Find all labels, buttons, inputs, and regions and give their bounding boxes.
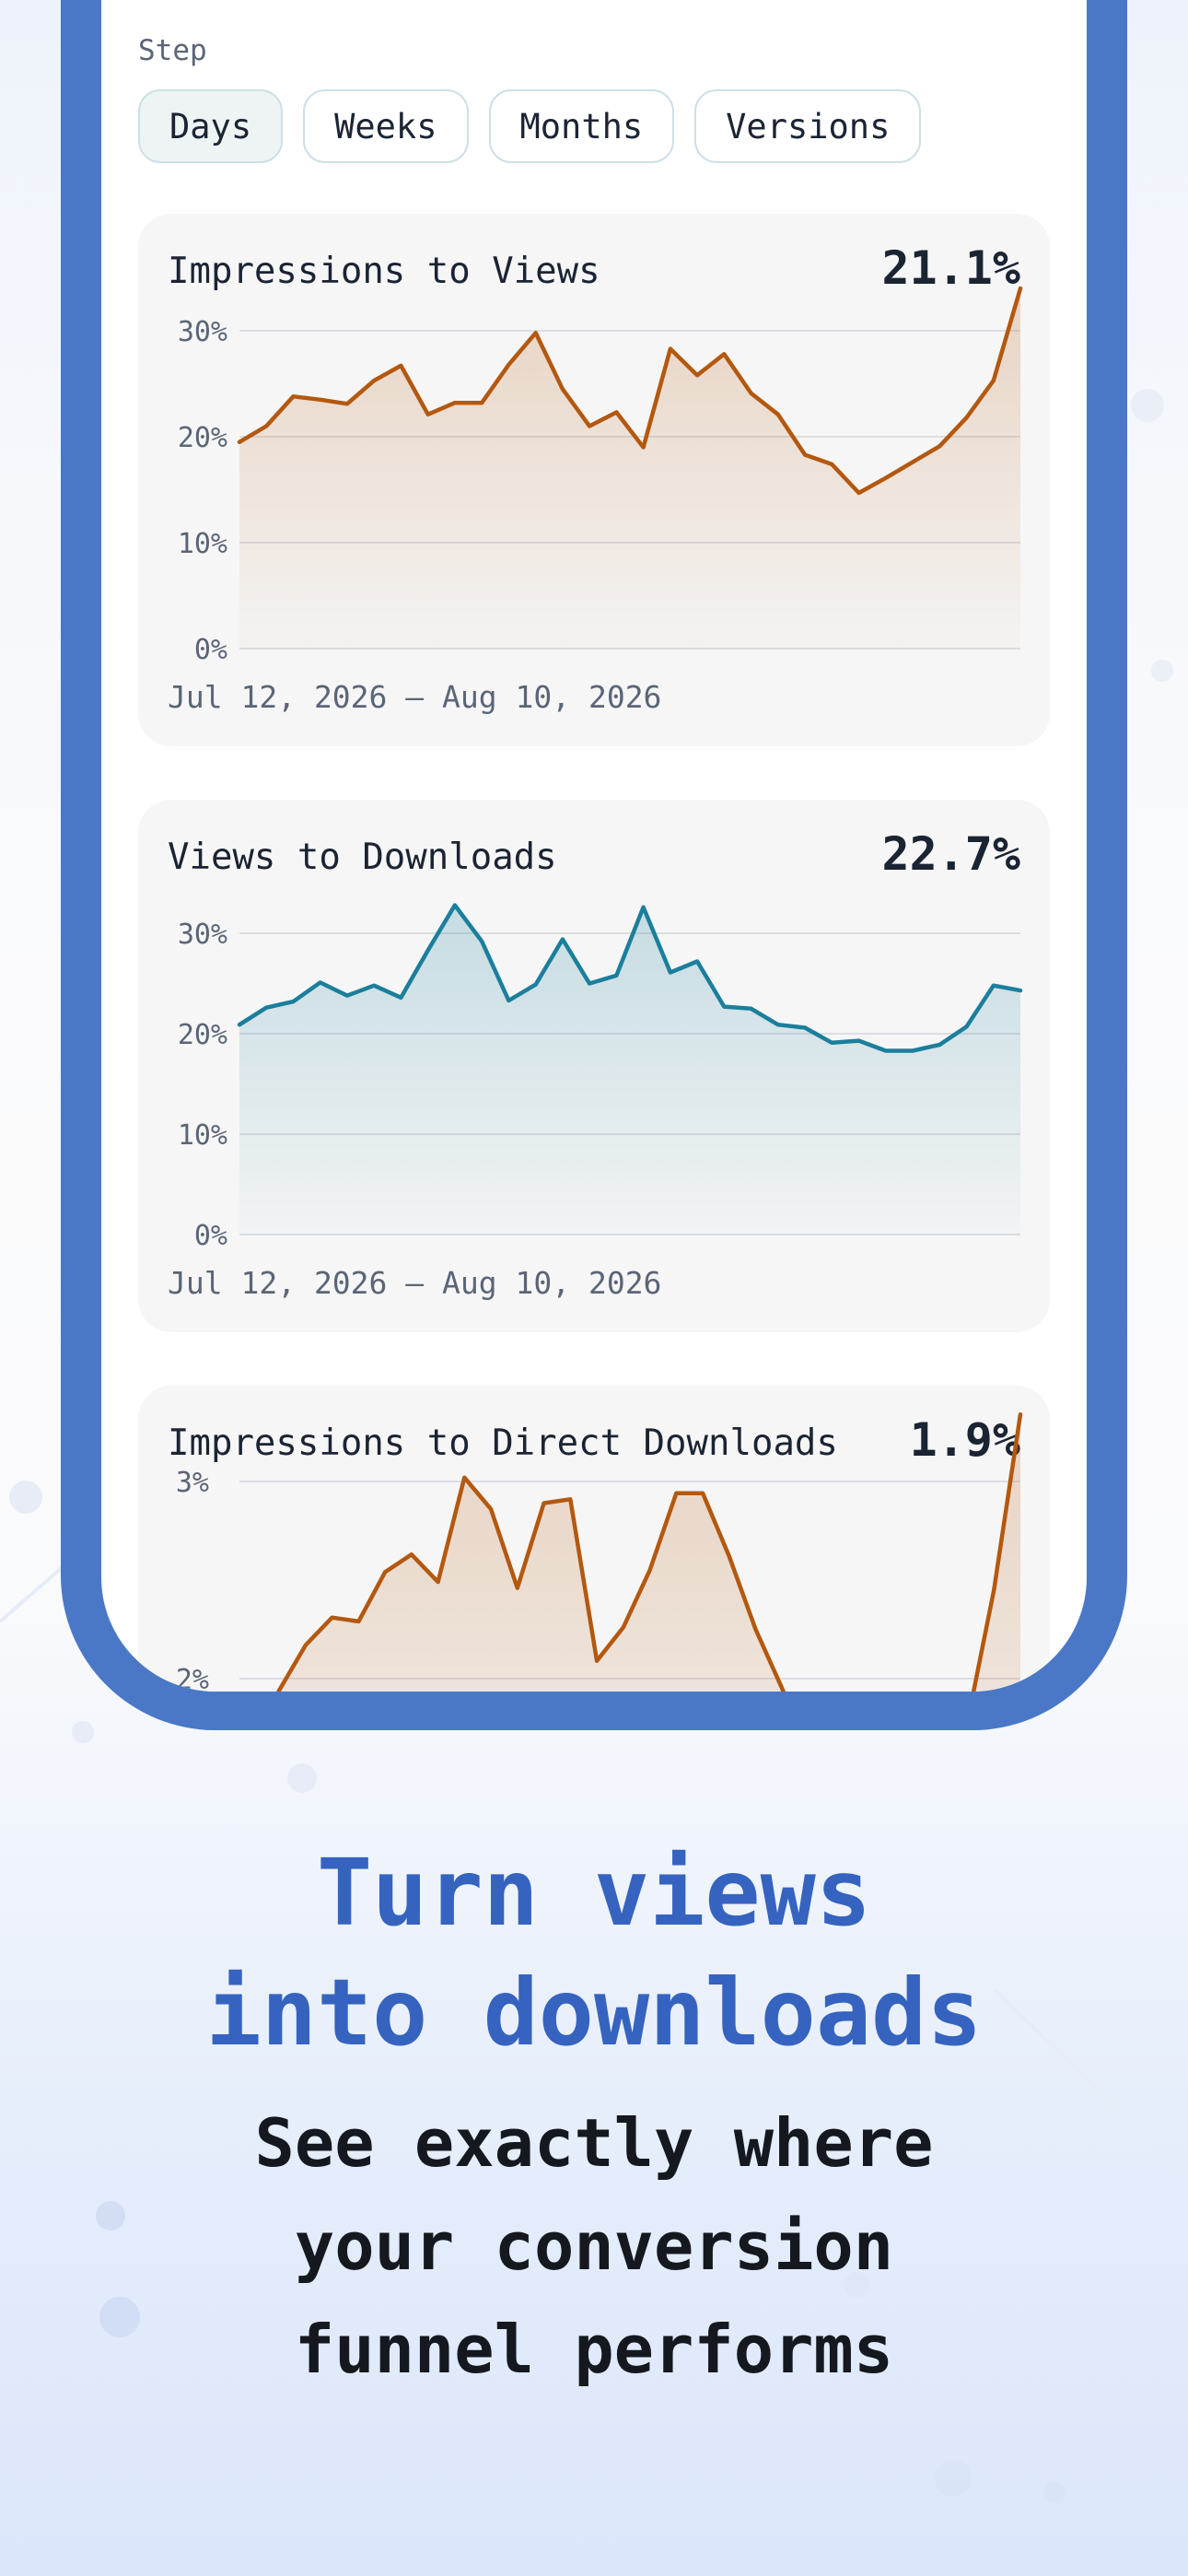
y-tick-label: 0% — [194, 1220, 227, 1252]
subheadline-line: your conversion — [294, 2207, 894, 2285]
subheadline: See exactly where your conversion funnel… — [0, 2091, 1188, 2401]
y-tick-label: 10% — [178, 528, 227, 560]
headline-line: Turn views — [316, 1839, 872, 1947]
views-to-downloads-card[interactable]: Views to Downloads 22.7% 0% 10% 20% 30% Jul… — [138, 800, 1050, 1332]
card-title: Impressions to Direct Downloads — [168, 1423, 838, 1464]
card-title: Views to Downloads — [168, 837, 557, 878]
step-label: Step — [138, 34, 207, 67]
card-value: 1.9% — [909, 1413, 1020, 1467]
y-tick-label: 30% — [178, 316, 227, 348]
y-tick-label: 0% — [194, 634, 227, 666]
step-option-months[interactable]: Months — [488, 89, 675, 163]
series-area — [278, 1414, 1020, 1692]
impressions-to-direct-downloads-card[interactable]: Impressions to Direct Downloads 1.9% 2% 3… — [138, 1386, 1050, 1692]
series-line — [276, 1411, 1023, 1692]
y-tick-label: 2% — [176, 1664, 209, 1692]
series-area — [239, 905, 1020, 1235]
step-selector: Days Weeks Months Versions — [138, 89, 922, 163]
y-tick-label: 30% — [178, 919, 227, 951]
y-tick-label: 10% — [178, 1119, 227, 1152]
series-line — [237, 903, 1023, 1053]
y-tick-label: 20% — [178, 1019, 227, 1051]
headline: Turn views into downloads — [0, 1833, 1188, 2073]
headline-line: into downloads — [205, 1959, 983, 2067]
step-option-days[interactable]: Days — [138, 89, 284, 163]
phone-screen: Step Days Weeks Months Versions Impressi… — [101, 0, 1087, 1692]
y-tick-label: 3% — [176, 1467, 209, 1499]
impressions-to-direct-downloads-chart: 2% 3% — [176, 1411, 1023, 1692]
step-option-weeks[interactable]: Weeks — [303, 89, 469, 163]
card-title: Impressions to Views — [168, 251, 600, 292]
views-to-downloads-chart: 0% 10% 20% 30% — [178, 903, 1023, 1252]
card-value: 21.1% — [881, 241, 1020, 295]
impressions-to-views-card[interactable]: Impressions to Views 21.1% 0% 10% 20% 30% J… — [138, 214, 1050, 746]
y-tick-label: 20% — [178, 422, 227, 454]
impressions-to-views-chart: 0% 10% 20% 30% — [178, 286, 1023, 666]
subheadline-line: See exactly where — [254, 2104, 934, 2182]
series-area — [239, 288, 1020, 649]
card-date-range: Jul 12, 2026 — Aug 10, 2026 — [168, 1265, 662, 1301]
step-option-versions[interactable]: Versions — [694, 89, 922, 163]
subheadline-line: funnel performs — [294, 2311, 894, 2388]
card-value: 22.7% — [881, 827, 1020, 881]
card-date-range: Jul 12, 2026 — Aug 10, 2026 — [168, 679, 662, 715]
series-line — [237, 286, 1023, 496]
